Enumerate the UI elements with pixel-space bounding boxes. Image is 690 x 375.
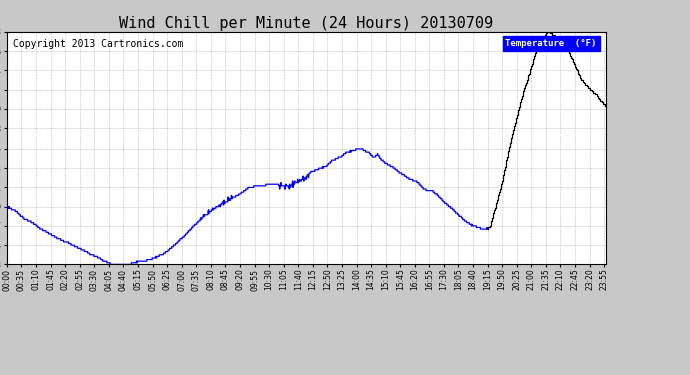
Text: Copyright 2013 Cartronics.com: Copyright 2013 Cartronics.com: [13, 39, 184, 49]
Text: Temperature  (°F): Temperature (°F): [506, 39, 597, 48]
Title: Wind Chill per Minute (24 Hours) 20130709: Wind Chill per Minute (24 Hours) 2013070…: [119, 16, 493, 31]
